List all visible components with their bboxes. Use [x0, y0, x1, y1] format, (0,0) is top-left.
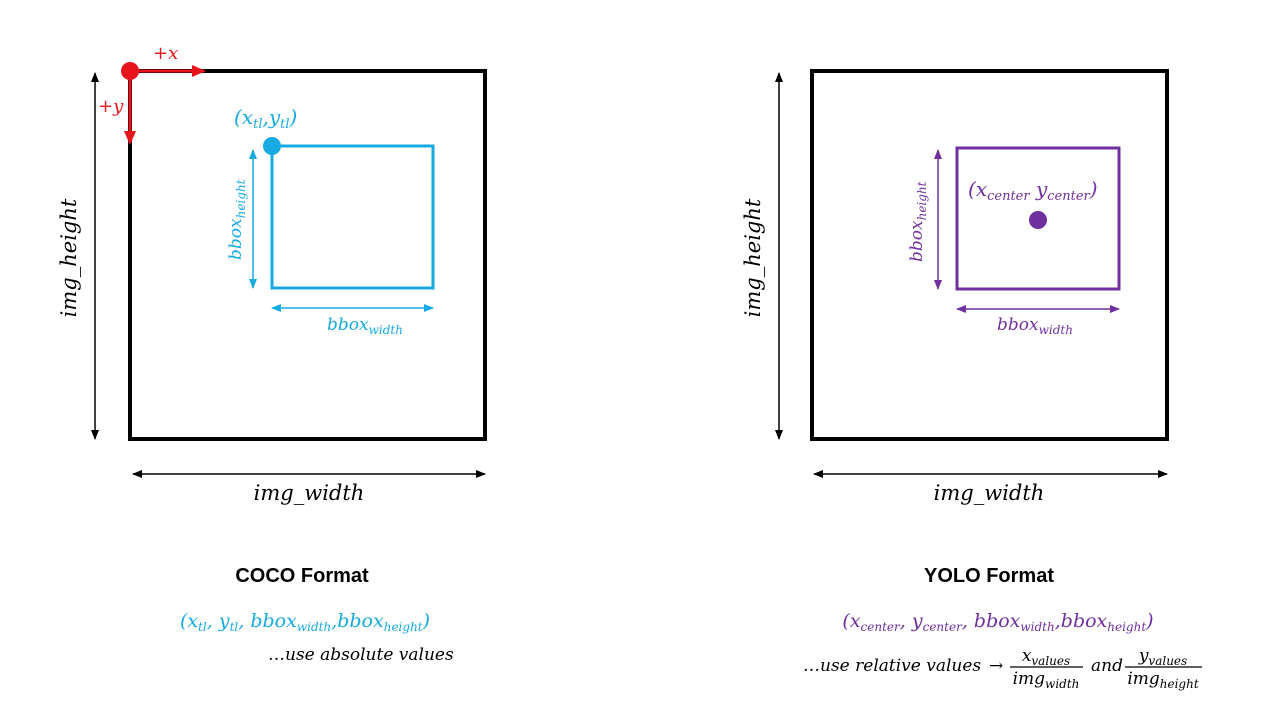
- yolo-bbox-height-label: bboxheight: [907, 181, 929, 262]
- coco-origin-dot: [121, 62, 139, 80]
- coco-note: …use absolute values: [268, 645, 454, 665]
- coco-tuple: (xtl, ytl, bboxwidth,bboxheight): [180, 610, 430, 634]
- yolo-arrow-symbol: →: [989, 656, 1003, 676]
- coco-title: COCO Format: [235, 565, 369, 587]
- yolo-frac2-numerator: yvalues: [1138, 646, 1187, 668]
- yolo-img-width-label: img_width: [934, 481, 1045, 505]
- coco-img-height-label: img_height: [57, 198, 81, 317]
- yolo-center-dot: [1029, 211, 1047, 229]
- coco-img-width-label: img_width: [254, 481, 365, 505]
- yolo-img-height-label: img_height: [741, 198, 765, 317]
- coco-top-left-label: (xtl,ytl): [234, 105, 297, 132]
- coco-top-left-dot: [263, 137, 281, 155]
- coco-axis-x-label: +x: [153, 43, 178, 64]
- coco-panel: +x +y (xtl,ytl) bboxheight bboxwidth img…: [57, 43, 487, 665]
- yolo-title: YOLO Format: [924, 565, 1054, 587]
- yolo-bbox: [955, 146, 1121, 291]
- yolo-panel: (xcenter ycenter) bboxheight bboxwidth i…: [741, 69, 1202, 691]
- coco-image-frame: [128, 69, 487, 441]
- yolo-image-frame: [810, 69, 1169, 441]
- yolo-frac2-denominator: imgheight: [1127, 669, 1199, 691]
- yolo-tuple: (xcenter, ycenter, bboxwidth,bboxheight): [842, 610, 1153, 634]
- yolo-frac1-denominator: imgwidth: [1013, 669, 1080, 691]
- coco-axis-y-label: +y: [98, 96, 124, 117]
- coco-bbox-height-label: bboxheight: [226, 179, 248, 260]
- yolo-bbox-width-label: bboxwidth: [997, 315, 1073, 337]
- coco-bbox-width-label: bboxwidth: [327, 315, 403, 337]
- coco-bbox: [270, 144, 435, 290]
- yolo-and-word: and: [1091, 656, 1123, 676]
- yolo-note: …use relative values: [803, 656, 981, 676]
- yolo-center-label: (xcenter ycenter): [968, 177, 1098, 204]
- yolo-frac1-numerator: xvalues: [1022, 646, 1070, 668]
